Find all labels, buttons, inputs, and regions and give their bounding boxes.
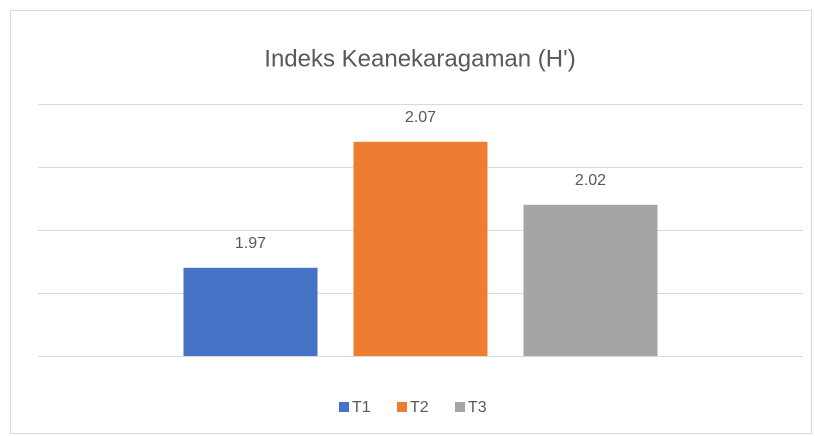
legend-label: T2 <box>410 399 429 416</box>
data-label: 2.02 <box>575 172 606 189</box>
legend-label: T3 <box>468 399 487 416</box>
legend-swatch <box>397 402 407 412</box>
bar <box>523 204 658 356</box>
bar <box>183 267 318 356</box>
legend-swatch <box>339 402 349 412</box>
legend-swatch <box>455 402 465 412</box>
data-label: 1.97 <box>235 235 266 252</box>
chart-title: Indeks Keanekaragaman (H') <box>264 45 575 72</box>
data-label: 2.07 <box>405 109 436 126</box>
legend-label: T1 <box>352 399 371 416</box>
bar <box>353 141 488 356</box>
